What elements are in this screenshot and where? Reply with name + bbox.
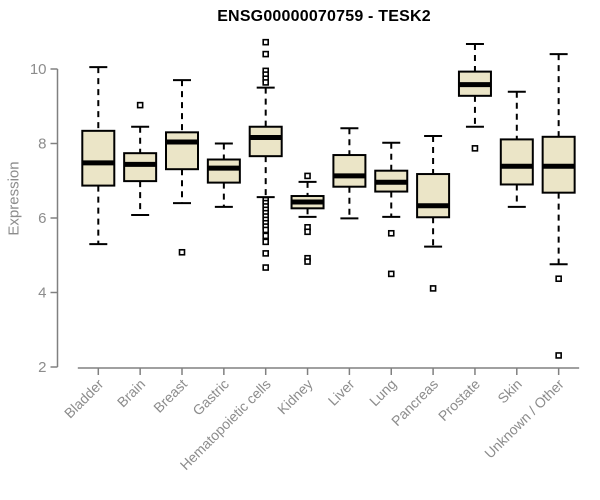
boxplot-unknown-other xyxy=(541,53,576,359)
y-tick-label: 8 xyxy=(38,136,46,153)
outlier-point xyxy=(136,101,144,109)
x-tick-label-liver: Liver xyxy=(325,376,358,409)
boxplot-breast xyxy=(165,79,199,256)
boxplot-skin xyxy=(499,90,534,208)
boxplot-brain xyxy=(123,101,158,217)
box-rect xyxy=(332,154,367,188)
outlier-point xyxy=(262,232,270,240)
outlier-point xyxy=(262,79,270,86)
x-tick-label-unknown-other: Unknown / Other xyxy=(481,376,567,462)
outlier-point xyxy=(262,38,270,46)
boxplot-pancreas xyxy=(416,135,451,292)
outlier-point xyxy=(555,275,562,283)
box-rect xyxy=(248,125,283,158)
outlier-point xyxy=(304,172,311,180)
outlier-point xyxy=(262,250,270,257)
x-tick-label-pancreas: Pancreas xyxy=(388,376,441,429)
outlier-point xyxy=(387,229,395,237)
x-tick-label-kidney: Kidney xyxy=(274,376,316,418)
y-tick-label: 2 xyxy=(38,359,46,376)
x-tick-label-breast: Breast xyxy=(150,376,190,416)
boxplot-lung xyxy=(374,141,409,278)
outlier-point xyxy=(555,352,562,359)
outlier-point xyxy=(387,270,395,278)
outlier-point xyxy=(304,258,311,265)
boxplot-bladder xyxy=(81,66,116,246)
x-tick-label-prostate: Prostate xyxy=(435,376,483,424)
outlier-point xyxy=(262,264,270,271)
y-tick-label: 10 xyxy=(30,61,47,78)
outlier-point xyxy=(262,50,270,58)
box-rect xyxy=(81,129,116,187)
y-tick-label: 4 xyxy=(38,285,46,302)
box-rect xyxy=(206,158,241,184)
outlier-point xyxy=(304,228,311,236)
outlier-point xyxy=(262,238,270,246)
outlier-point xyxy=(471,145,479,152)
box-rect xyxy=(165,131,199,171)
box-rect xyxy=(499,138,534,186)
box-rect xyxy=(416,173,451,219)
boxplot-kidney xyxy=(290,172,325,265)
boxplot-prostate xyxy=(457,43,492,152)
outlier-point xyxy=(178,248,186,256)
boxplot-liver xyxy=(332,127,367,220)
y-tick-label: 6 xyxy=(38,210,46,227)
boxplot-gastric xyxy=(206,142,241,208)
x-tick-label-brain: Brain xyxy=(114,376,148,410)
boxplot-hematopoietic-cells xyxy=(248,38,283,271)
x-tick-label-lung: Lung xyxy=(366,376,399,409)
y-axis-label: Expression xyxy=(5,161,23,236)
x-tick-label-skin: Skin xyxy=(494,376,525,407)
outlier-point xyxy=(429,285,437,292)
box-rect xyxy=(123,152,158,183)
outlier-point xyxy=(262,226,270,234)
chart-title: ENSG00000070759 - TESK2 xyxy=(217,8,431,25)
x-tick-label-bladder: Bladder xyxy=(61,376,107,422)
